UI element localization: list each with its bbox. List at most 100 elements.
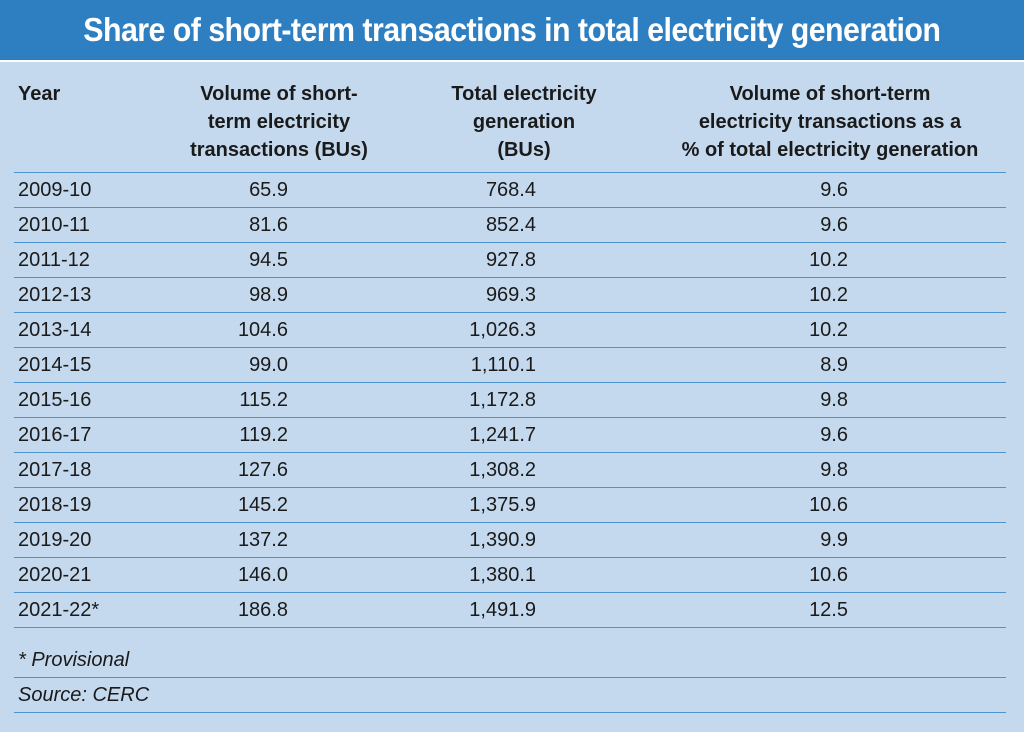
share-cell: 10.2 (654, 277, 1006, 313)
generation-cell: 1,026.3 (394, 312, 654, 348)
generation-cell-value: 1,026.3 (469, 318, 536, 341)
header-line: transactions (BUs) (190, 139, 368, 161)
generation-cell: 1,375.9 (394, 487, 654, 523)
share-cell-value: 12.5 (809, 598, 848, 621)
header-line: % of total electricity generation (681, 139, 979, 161)
generation-cell: 1,380.1 (394, 557, 654, 593)
volume-cell-value: 98.9 (249, 283, 288, 306)
volume-cell-value: 146.0 (237, 563, 288, 586)
table-row: 2010-11 81.6 852.4 9.6 (14, 207, 1006, 243)
share-cell-value: 10.2 (809, 318, 848, 341)
column-header-volume: Volume of short- term electricity transa… (164, 72, 394, 173)
title-bar: Share of short-term transactions in tota… (0, 0, 1024, 62)
table-row: 2016-17 119.2 1,241.7 9.6 (14, 417, 1006, 453)
year-cell: 2016-17 (14, 417, 164, 453)
column-header-year: Year (14, 72, 164, 173)
generation-cell: 1,491.9 (394, 592, 654, 628)
generation-cell: 1,241.7 (394, 417, 654, 453)
share-cell: 10.6 (654, 557, 1006, 593)
table-row: 2011-12 94.5 927.8 10.2 (14, 242, 1006, 278)
generation-cell-value: 1,491.9 (469, 598, 536, 621)
share-cell-value: 9.8 (820, 458, 848, 481)
volume-cell-value: 186.8 (237, 598, 288, 621)
table-row: 2013-14 104.6 1,026.3 10.2 (14, 312, 1006, 348)
share-cell: 8.9 (654, 347, 1006, 383)
source-text: Source: CERC (18, 683, 150, 706)
share-cell: 12.5 (654, 592, 1006, 628)
year-cell: 2013-14 (14, 312, 164, 348)
generation-cell-value: 927.8 (485, 248, 536, 271)
volume-cell: 145.2 (164, 487, 394, 523)
generation-cell-value: 768.4 (485, 178, 536, 201)
table-row: 2017-18 127.6 1,308.2 9.8 (14, 452, 1006, 488)
header-line: Volume of short-term (729, 83, 931, 105)
source-note: Source: CERC (14, 678, 1006, 713)
share-cell: 10.6 (654, 487, 1006, 523)
volume-cell-value: 94.5 (249, 248, 288, 271)
generation-cell: 927.8 (394, 242, 654, 278)
share-cell-value: 9.6 (820, 178, 848, 201)
volume-cell-value: 145.2 (237, 493, 288, 516)
table-header-row: Year Volume of short- term electricity t… (14, 72, 1006, 173)
volume-cell-value: 127.6 (237, 458, 288, 481)
generation-cell-value: 1,380.1 (469, 563, 536, 586)
volume-cell: 104.6 (164, 312, 394, 348)
header-line: Year (18, 83, 61, 105)
generation-cell-value: 969.3 (485, 283, 536, 306)
volume-cell-value: 115.2 (239, 388, 288, 411)
volume-cell: 99.0 (164, 347, 394, 383)
volume-cell: 137.2 (164, 522, 394, 558)
volume-cell: 98.9 (164, 277, 394, 313)
generation-cell-value: 1,241.7 (469, 423, 536, 446)
volume-cell: 115.2 (164, 382, 394, 418)
generation-cell-value: 1,390.9 (469, 528, 536, 551)
header-line: generation (472, 111, 576, 133)
share-cell: 10.2 (654, 242, 1006, 278)
year-cell: 2014-15 (14, 347, 164, 383)
share-cell: 9.6 (654, 172, 1006, 208)
year-cell: 2017-18 (14, 452, 164, 488)
generation-cell: 852.4 (394, 207, 654, 243)
year-cell: 2020-21 (14, 557, 164, 593)
table-row: 2021-22* 186.8 1,491.9 12.5 (14, 592, 1006, 628)
volume-cell: 65.9 (164, 172, 394, 208)
table-row: 2012-13 98.9 969.3 10.2 (14, 277, 1006, 313)
generation-cell: 1,172.8 (394, 382, 654, 418)
generation-cell: 768.4 (394, 172, 654, 208)
header-line: term electricity (207, 111, 351, 133)
generation-cell: 969.3 (394, 277, 654, 313)
volume-cell-value: 137.2 (237, 528, 288, 551)
table-row: 2015-16 115.2 1,172.8 9.8 (14, 382, 1006, 418)
share-cell: 9.8 (654, 382, 1006, 418)
share-cell: 9.6 (654, 207, 1006, 243)
table-row: 2020-21 146.0 1,380.1 10.6 (14, 557, 1006, 593)
share-cell: 9.9 (654, 522, 1006, 558)
year-cell: 2018-19 (14, 487, 164, 523)
generation-cell: 1,390.9 (394, 522, 654, 558)
share-cell-value: 10.2 (809, 248, 848, 271)
year-cell: 2019-20 (14, 522, 164, 558)
year-cell: 2012-13 (14, 277, 164, 313)
share-cell-value: 9.6 (820, 213, 848, 236)
share-cell: 9.8 (654, 452, 1006, 488)
table-row: 2009-10 65.9 768.4 9.6 (14, 172, 1006, 208)
volume-cell-value: 99.0 (249, 353, 288, 376)
generation-cell-value: 1,110.1 (470, 353, 536, 376)
column-header-generation: Total electricity generation (BUs) (394, 72, 654, 173)
year-cell: 2011-12 (14, 242, 164, 278)
table-body: 2009-10 65.9 768.4 9.6 2010-11 81.6 852.4 9.6 20… (14, 172, 1006, 628)
generation-cell-value: 852.4 (485, 213, 536, 236)
share-cell-value: 10.6 (809, 493, 848, 516)
column-header-share: Volume of short-term electricity transac… (654, 72, 1006, 173)
volume-cell-value: 81.6 (249, 213, 288, 236)
header-line: electricity transactions as a (698, 111, 962, 133)
volume-cell: 186.8 (164, 592, 394, 628)
share-cell-value: 9.8 (820, 388, 848, 411)
generation-cell: 1,308.2 (394, 452, 654, 488)
table-row: 2019-20 137.2 1,390.9 9.9 (14, 522, 1006, 558)
share-cell-value: 9.6 (820, 423, 848, 446)
volume-cell: 119.2 (164, 417, 394, 453)
volume-cell-value: 65.9 (249, 178, 288, 201)
header-line: Volume of short- (200, 83, 358, 105)
share-cell: 9.6 (654, 417, 1006, 453)
